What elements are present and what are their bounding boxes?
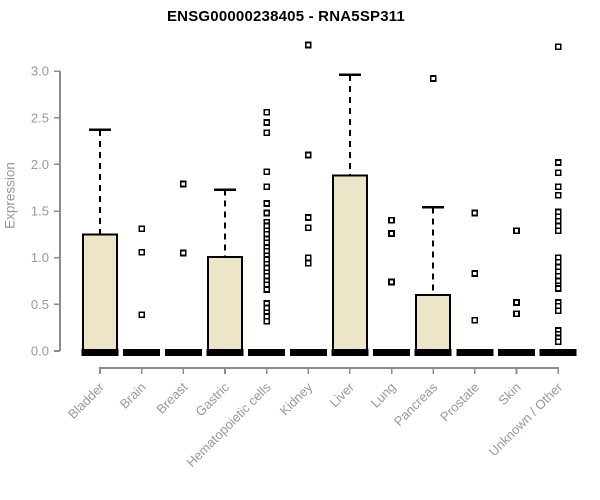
- boxplot-lung: [373, 217, 411, 356]
- outlier-point: [513, 310, 520, 318]
- median-line: [414, 349, 452, 356]
- boxplot-unknown-other: [539, 43, 577, 356]
- outlier-point: [554, 227, 562, 234]
- outlier-point: [263, 286, 270, 293]
- outlier-point: [513, 299, 520, 306]
- median-line: [373, 349, 411, 356]
- outlier-point: [471, 270, 479, 277]
- outlier-point: [263, 317, 270, 325]
- outlier-point: [554, 43, 562, 51]
- y-tick-label: 2.0: [31, 157, 49, 172]
- boxplot-liver: [331, 73, 369, 356]
- outlier-point: [304, 41, 312, 49]
- y-tick-label: 0.0: [31, 344, 49, 359]
- outlier-point: [471, 209, 479, 217]
- outlier-point: [388, 278, 395, 286]
- iqr-box: [206, 255, 243, 352]
- iqr-box: [415, 294, 452, 352]
- median-line: [164, 349, 202, 356]
- x-tick-label: Breast: [153, 379, 190, 416]
- outlier-point: [554, 285, 562, 292]
- y-tick-label: 1.0: [31, 250, 49, 265]
- x-tick-label: Bladder: [65, 379, 108, 422]
- outlier-point: [179, 249, 187, 257]
- boxplot-kidney: [289, 41, 327, 356]
- x-tick-label: Lung: [368, 380, 399, 411]
- median-line: [206, 349, 244, 356]
- outlier-point: [304, 151, 312, 159]
- outlier-point: [554, 183, 562, 191]
- outlier-point: [263, 168, 270, 176]
- outlier-point: [138, 248, 145, 256]
- outlier-point: [304, 224, 312, 232]
- median-line: [539, 349, 577, 356]
- boxplot-brain: [123, 225, 161, 356]
- outlier-point: [263, 119, 270, 126]
- x-tick-label: Unknown / Other: [486, 379, 566, 459]
- x-tick-label: Pancreas: [391, 379, 441, 429]
- outlier-point: [471, 316, 479, 324]
- x-tick-label: Skin: [495, 380, 523, 408]
- outlier-point: [554, 338, 562, 346]
- outlier-point: [388, 230, 395, 237]
- outlier-point: [513, 227, 520, 234]
- x-tick-label: Kidney: [277, 379, 316, 418]
- x-tick-label: Liver: [326, 379, 357, 410]
- outlier-point: [263, 108, 270, 116]
- outlier-point: [304, 254, 312, 262]
- y-tick-label: 3.0: [31, 64, 49, 79]
- boxplot-bladder: [81, 128, 119, 356]
- outlier-point: [388, 217, 395, 224]
- outlier-point: [554, 307, 562, 315]
- outlier-point: [263, 200, 270, 207]
- median-line: [498, 349, 535, 356]
- iqr-box: [82, 233, 118, 352]
- median-line: [81, 349, 119, 356]
- boxplot-gastric: [206, 188, 244, 356]
- boxplot-prostate: [456, 209, 494, 356]
- outlier-point: [429, 75, 437, 82]
- x-tick-label: Brain: [117, 380, 149, 412]
- boxplot-pancreas: [414, 75, 452, 356]
- outlier-point: [138, 311, 145, 318]
- outlier-point: [263, 209, 270, 217]
- median-line: [123, 349, 161, 356]
- x-tick-label: Prostate: [437, 380, 482, 425]
- median-line: [456, 349, 494, 356]
- outlier-point: [554, 191, 562, 199]
- boxplot-breast: [164, 180, 202, 356]
- outlier-point: [554, 169, 562, 177]
- y-axis: 0.0 0.5 1.0 1.5 2.0 2.5 3.0: [31, 64, 61, 359]
- outlier-point: [263, 183, 270, 191]
- y-tick-label: 1.5: [31, 204, 49, 219]
- median-line: [248, 349, 286, 356]
- median-line: [289, 349, 327, 356]
- outlier-point: [263, 129, 270, 137]
- median-line: [331, 349, 369, 356]
- chart-title: ENSG00000238405 - RNA5SP311: [166, 8, 406, 25]
- y-tick-label: 0.5: [31, 297, 49, 312]
- y-tick-label: 2.5: [31, 110, 49, 125]
- iqr-box: [331, 174, 368, 352]
- boxplot-hematopoietic-cells: [248, 108, 286, 356]
- boxplot-skin: [498, 227, 535, 356]
- outlier-point: [179, 180, 187, 188]
- outlier-point: [138, 225, 145, 233]
- outlier-point: [304, 259, 312, 267]
- outlier-point: [304, 214, 312, 221]
- outlier-point: [554, 159, 562, 166]
- x-tick-label: Gastric: [192, 379, 232, 419]
